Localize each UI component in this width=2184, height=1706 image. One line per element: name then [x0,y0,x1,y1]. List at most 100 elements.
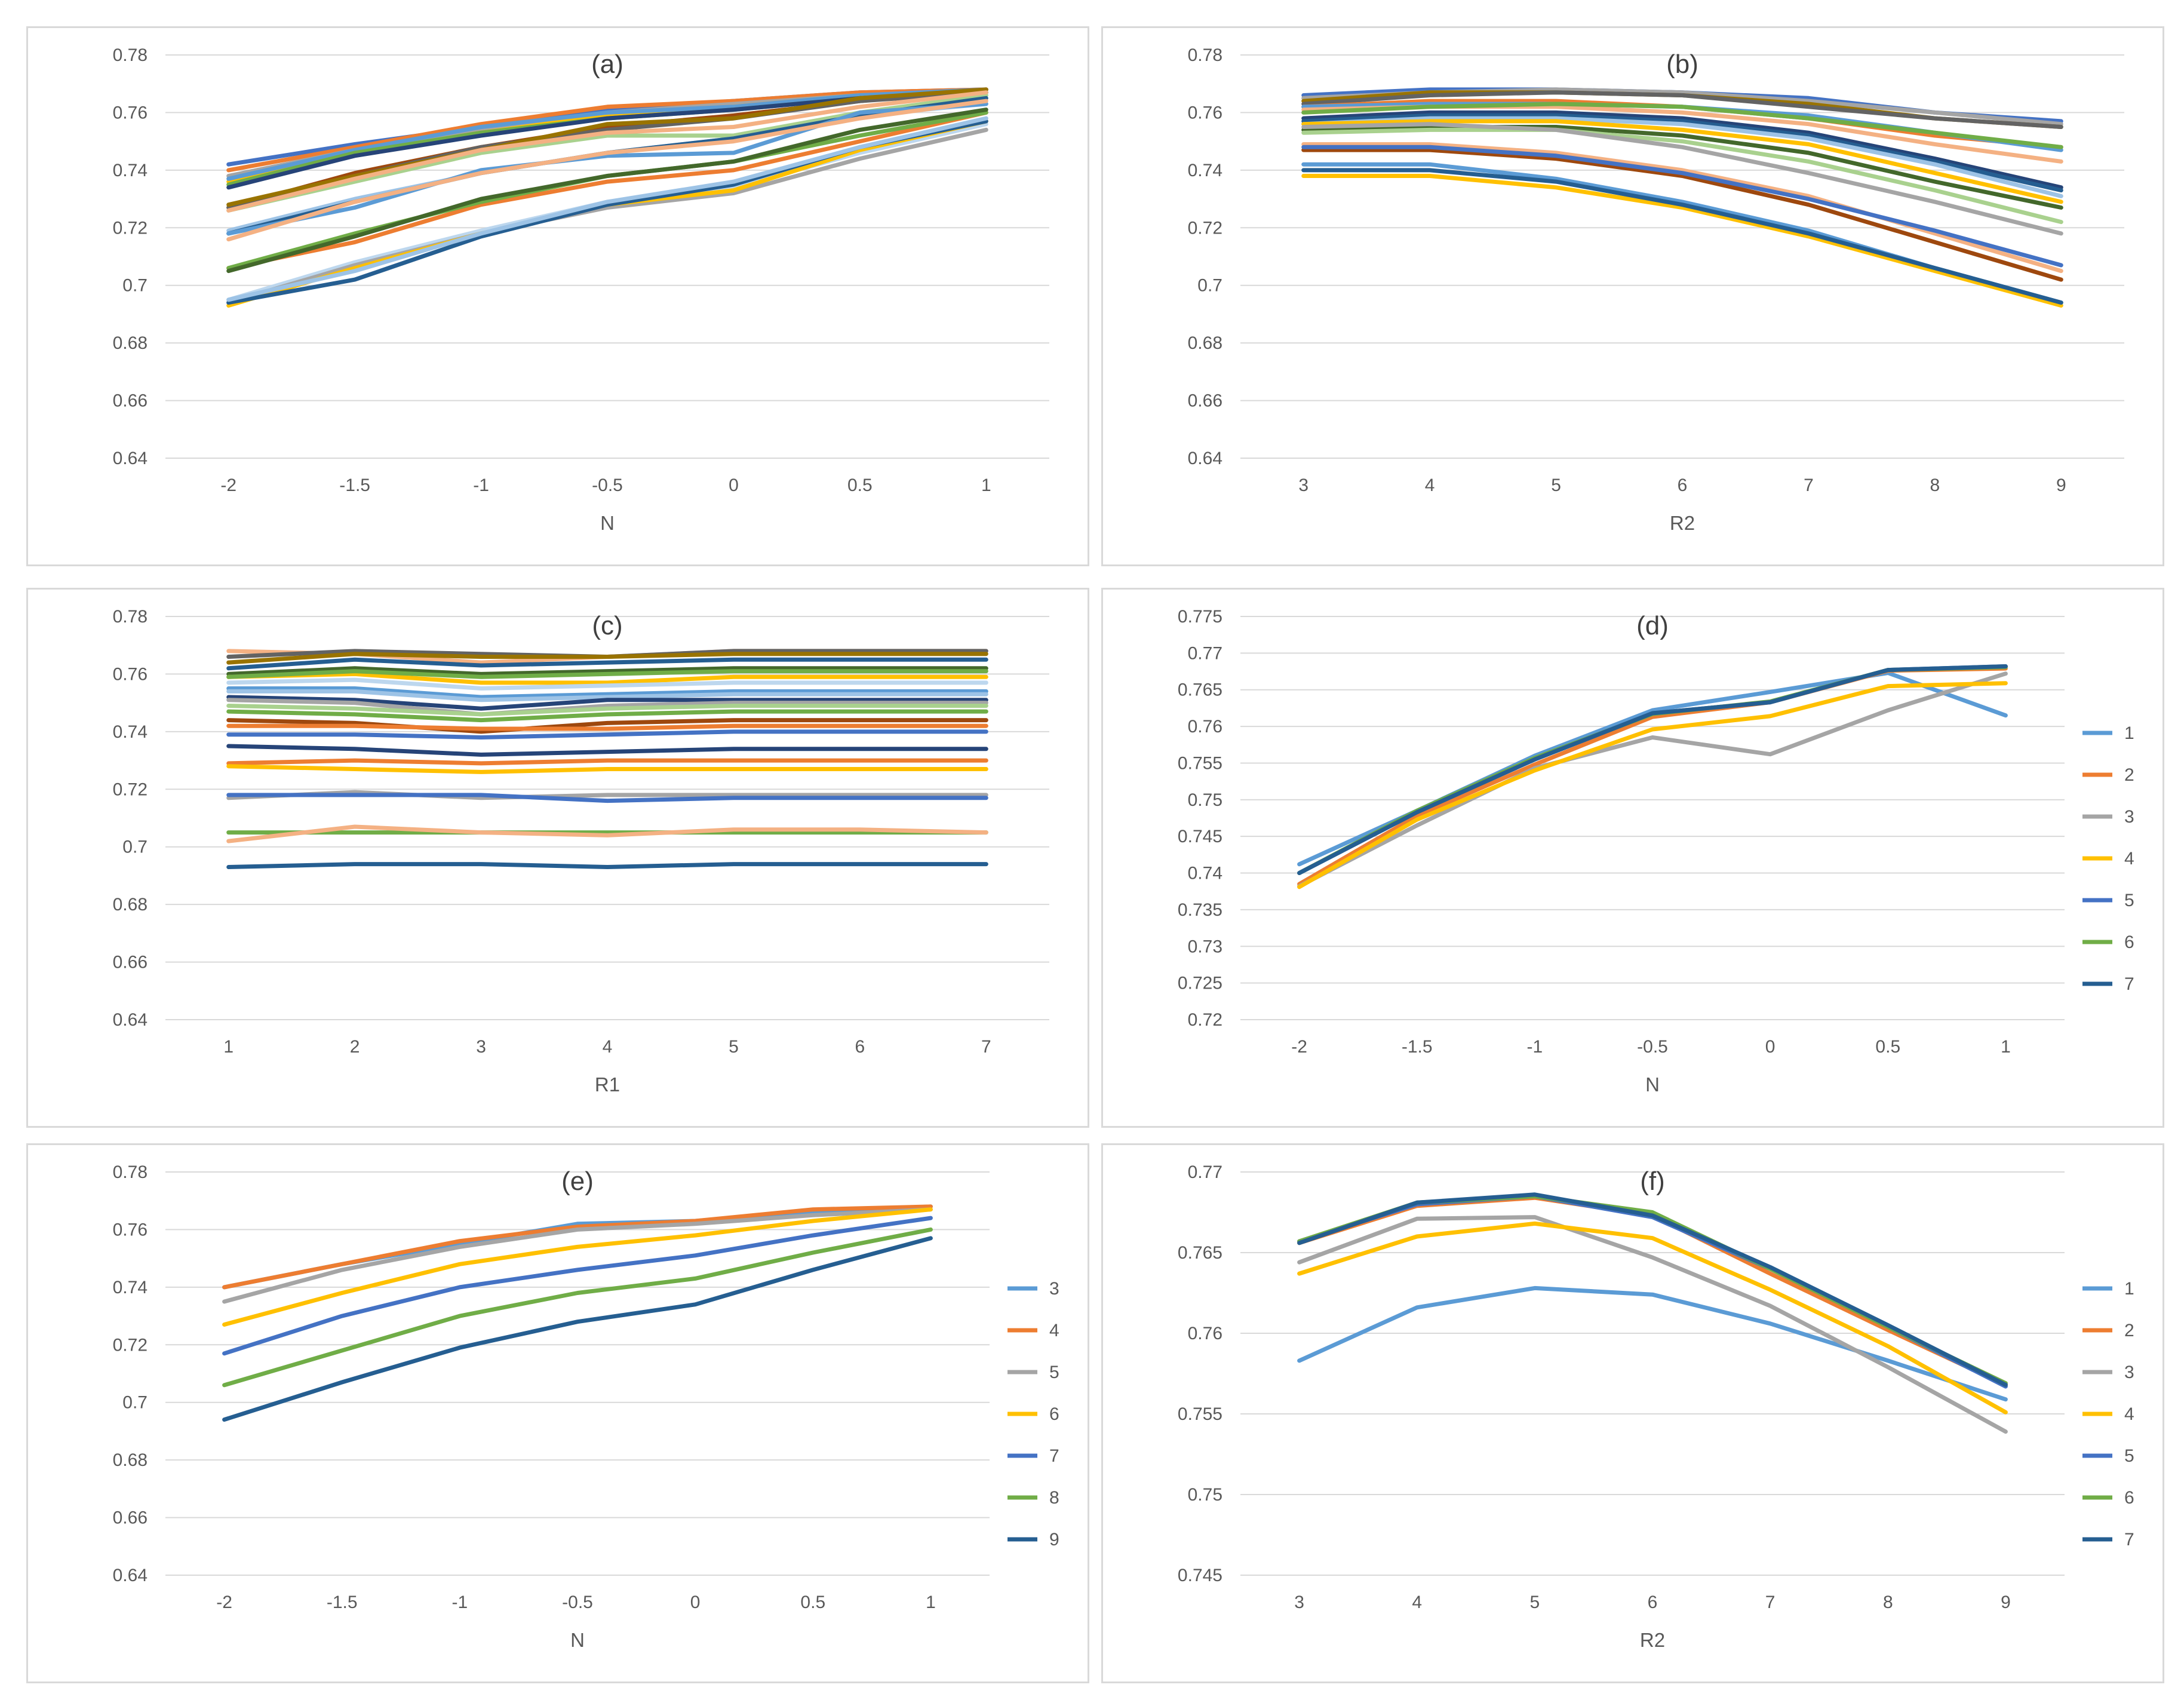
y-tick-label: 0.66 [1188,391,1222,411]
y-tick-label: 0.74 [113,1278,148,1297]
series-line-s5 [226,87,988,181]
legend-label: 7 [2124,974,2134,994]
series-line-s7 [226,669,988,679]
series-line-s12 [226,90,988,213]
legend-label: 2 [2124,765,2134,785]
x-tick-label: 8 [1930,475,1940,495]
series-line-s12 [226,698,988,717]
y-tick-label: 0.765 [1178,1243,1222,1263]
legend-label: 5 [2124,1446,2134,1466]
y-tick-label: 0.78 [113,1162,148,1182]
x-tick-label: -1 [1527,1037,1543,1057]
series-line-s14 [226,709,988,723]
legend-label: 5 [2124,891,2134,910]
series-line-2 [1297,666,2008,886]
series-line-s18 [226,744,988,757]
legend-label: 6 [2124,1488,2134,1508]
series-line-s16 [226,723,988,731]
series-line-s10 [226,689,988,702]
x-tick-label: 7 [981,1037,991,1057]
chart-c: 0.64 0.66 0.68 0.7 0.72 0.74 0.76 0.78 1 2 3 4 5 6 7 R1… [113,607,1049,1096]
series-line-3 [1297,671,2008,889]
y-tick-label: 0.745 [1178,1566,1222,1585]
y-tick-label: 0.64 [113,1010,148,1030]
series-line-5 [222,1207,933,1304]
chart-title: (e) [561,1167,594,1196]
x-tick-label: -1.5 [327,1593,358,1612]
series-line-s14 [1301,127,2063,225]
legend-label: 1 [2124,723,2134,743]
legend-label: 2 [2124,1321,2134,1340]
y-tick-label: 0.68 [113,895,148,915]
chart-title: (c) [592,611,622,640]
series-line-s9 [226,686,988,699]
legend-label: 9 [1049,1530,1059,1549]
chart-title: (b) [1666,50,1698,79]
x-tick-label: 9 [2001,1593,2011,1612]
chart-title: (f) [1640,1167,1665,1196]
y-tick-label: 0.73 [1188,937,1222,956]
y-tick-label: 0.78 [1188,45,1222,65]
series-line-s16 [1301,142,2063,274]
x-tick-label: 7 [1804,475,1814,495]
y-tick-label: 0.68 [113,333,148,353]
series-line-s15 [1301,122,2063,236]
series-line-s11 [226,695,988,711]
series-line-s13 [1301,125,2063,210]
series-line-s3 [226,652,988,665]
legend-label: 7 [2124,1530,2134,1549]
y-tick-label: 0.74 [1188,161,1222,180]
series-line-s24 [226,824,988,843]
series-line-s4 [226,657,988,671]
series-line-1 [1297,1285,2008,1402]
x-tick-label: -1.5 [1402,1037,1433,1057]
x-tick-label: 4 [603,1037,613,1057]
panel-f: 0.745 0.75 0.755 0.76 0.765 0.77 3 4 5 6 7 8 9 R2 (f) 1… [1101,1143,2164,1683]
series-line-s17 [1301,148,2063,282]
x-tick-label: 5 [1551,475,1561,495]
y-tick-label: 0.66 [113,1508,148,1528]
series-line-s11 [1301,116,2063,198]
x-tick-label: 3 [476,1037,486,1057]
legend-label: 5 [1049,1363,1059,1382]
x-tick-label: -0.5 [592,475,623,495]
x-tick-label: -2 [1291,1037,1307,1057]
series-line-s2 [226,87,988,173]
x-tick-label: -1 [473,475,489,495]
series-line-s25 [226,862,988,869]
x-axis-label: N [600,512,615,534]
y-tick-label: 0.75 [1188,1485,1222,1505]
x-tick-label: 0.5 [847,475,873,495]
series-line-3 [1297,1215,2008,1434]
legend-label: 6 [2124,932,2134,952]
series-line-1 [1297,671,2008,867]
legend-label: 6 [1049,1404,1059,1424]
x-tick-label: 2 [350,1037,360,1057]
y-tick-label: 0.72 [1188,1010,1222,1030]
series-line-s8 [226,677,988,691]
x-tick-label: 6 [1678,475,1688,495]
series-line-s5 [226,666,988,676]
y-tick-label: 0.7 [122,1393,148,1413]
x-tick-label: 3 [1298,475,1308,495]
panel-a: 0.64 0.66 0.68 0.7 0.72 0.74 0.76 0.78 -2 -1.5 -1 -… [26,26,1089,566]
y-tick-label: 0.64 [113,1566,148,1585]
x-axis-label: N [570,1629,585,1651]
y-tick-label: 0.78 [113,45,148,65]
legend-label: 4 [2124,1404,2134,1424]
series-line-s21 [226,127,988,305]
series-line-s10 [226,87,988,207]
chart-title: (a) [591,50,623,79]
legend-label: 7 [1049,1446,1059,1466]
y-tick-label: 0.74 [113,161,148,180]
x-tick-label: 6 [1648,1593,1658,1612]
series-line-6 [1297,665,2008,875]
x-tick-label: 0.5 [1875,1037,1900,1057]
x-tick-label: 1 [2001,1037,2011,1057]
series-line-s22 [226,793,988,803]
x-tick-label: 0 [1765,1037,1776,1057]
y-tick-label: 0.72 [113,780,148,799]
y-tick-label: 0.76 [1188,103,1222,122]
y-tick-label: 0.64 [1188,449,1222,468]
series-line-s17 [226,110,988,271]
